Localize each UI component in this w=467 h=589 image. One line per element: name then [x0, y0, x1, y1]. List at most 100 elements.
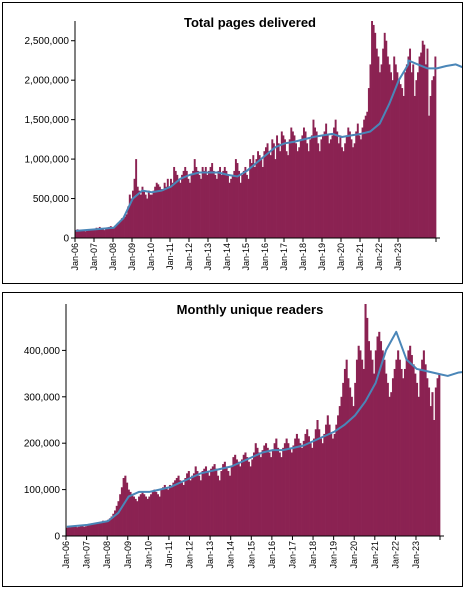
bar [347, 378, 350, 536]
bar [147, 190, 150, 238]
bar [100, 228, 103, 238]
y-tick-label: 1,000,000 [25, 155, 70, 166]
bar [291, 131, 294, 238]
bar [230, 466, 233, 536]
bar [114, 225, 117, 238]
bar [110, 516, 113, 536]
bar [301, 135, 304, 238]
bar [247, 178, 250, 238]
bar [185, 170, 188, 238]
bar [315, 131, 318, 238]
bar [100, 521, 103, 536]
bar [386, 382, 389, 536]
bar [266, 143, 269, 238]
bar [117, 222, 120, 238]
bar [428, 115, 431, 238]
bar [321, 443, 324, 536]
bar [328, 424, 331, 536]
bar [187, 471, 190, 536]
bar [383, 359, 386, 536]
bar [78, 526, 81, 536]
bar [251, 459, 254, 536]
bar [412, 364, 415, 536]
bar [120, 487, 123, 536]
bar [426, 48, 429, 239]
bar [228, 182, 231, 238]
bar [108, 518, 111, 536]
bar [307, 436, 310, 536]
bar [106, 227, 109, 238]
bar [427, 387, 431, 536]
bar [90, 230, 93, 238]
bar [386, 56, 389, 239]
bar [130, 198, 133, 238]
bar [120, 218, 123, 238]
bar [418, 56, 421, 239]
axes: 0 500,000 1,000,000 1,500,000 2,000,000 2,500… [25, 21, 440, 271]
bar [352, 147, 355, 238]
bar [122, 478, 125, 536]
bar [127, 206, 130, 238]
x-tick-label: Jan-11 [165, 243, 175, 270]
bar [310, 135, 313, 238]
bar [90, 524, 93, 536]
bar [212, 170, 215, 238]
bar [117, 501, 120, 536]
bar [378, 331, 381, 536]
bar [333, 433, 336, 536]
bar [196, 471, 199, 536]
bar [209, 166, 212, 238]
bar [218, 480, 221, 536]
bar [96, 523, 99, 536]
bar [146, 198, 149, 238]
bar [331, 135, 334, 238]
bar [314, 127, 317, 238]
bar [119, 220, 122, 238]
y-tick-label: 100,000 [24, 485, 61, 496]
bar [272, 143, 275, 238]
x-tick-label: Jan-15 [246, 541, 256, 569]
bar [236, 163, 239, 238]
bar [253, 166, 256, 238]
bar [311, 447, 314, 536]
bar [295, 433, 298, 536]
x-tick-label: Jan-14 [222, 243, 232, 271]
bar [288, 139, 291, 238]
bar [76, 527, 79, 536]
x-tick-label: Jan-09 [127, 243, 137, 271]
bar [414, 373, 417, 536]
bar [180, 482, 184, 536]
bar [171, 182, 174, 238]
bar [165, 487, 168, 536]
bar [241, 174, 244, 238]
bar [271, 139, 274, 238]
bar [407, 56, 410, 239]
x-tick-label: Jan-07 [89, 243, 99, 271]
bar [76, 229, 79, 238]
bar [299, 139, 302, 238]
bar [371, 359, 374, 536]
bar [129, 491, 132, 536]
bar [113, 227, 115, 238]
bar [150, 494, 153, 536]
bar [132, 496, 135, 536]
bar [278, 452, 281, 536]
bar [223, 166, 226, 238]
bar [415, 80, 418, 239]
bar [361, 359, 364, 536]
bar [261, 450, 264, 536]
bar [158, 496, 161, 536]
bar [156, 494, 159, 536]
bar [374, 32, 377, 239]
bar [102, 520, 105, 536]
bar [328, 143, 331, 238]
bar [401, 88, 404, 238]
bar [369, 350, 372, 536]
bar [263, 445, 266, 536]
y-tick-label: 1,500,000 [25, 115, 70, 126]
bar [219, 166, 222, 238]
bar [293, 135, 296, 238]
bar [383, 32, 386, 239]
bar [266, 447, 269, 536]
x-tick-label: Jan-20 [349, 541, 359, 569]
